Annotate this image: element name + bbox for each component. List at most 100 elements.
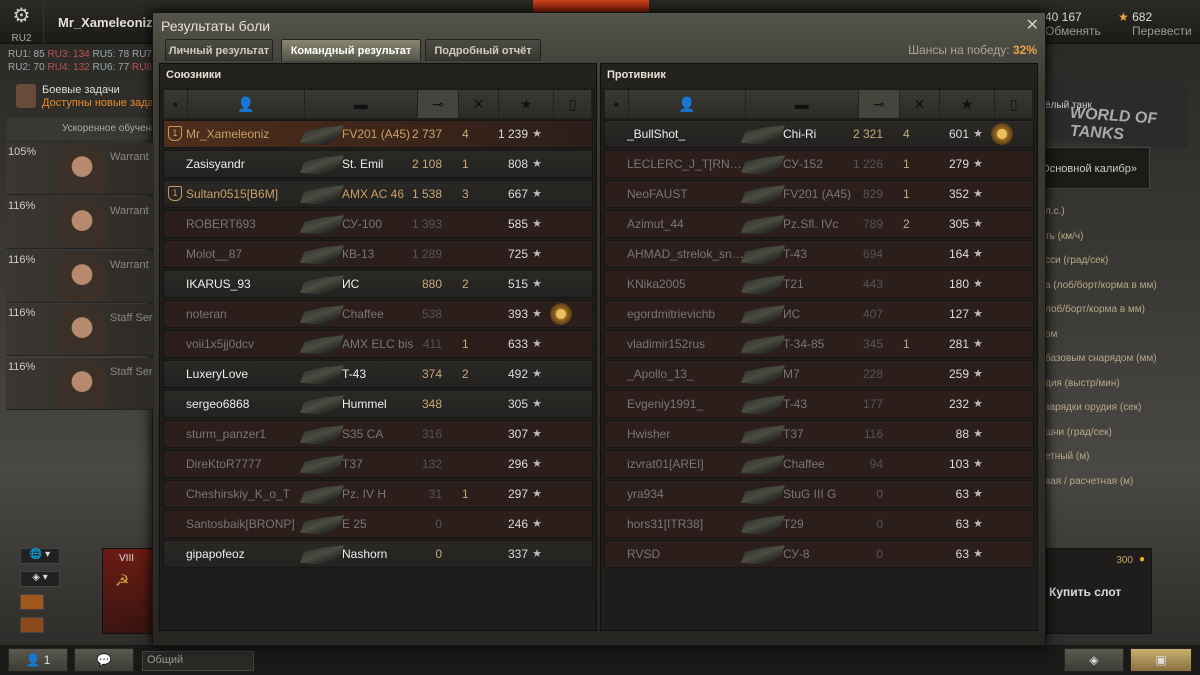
crew-member[interactable]: 116% Staff Ser [6,304,154,356]
medal-column[interactable]: ▯ [995,90,1034,118]
gold-balance[interactable]: 40 167 Обменять [1045,10,1101,38]
crew-member[interactable]: 116% Warrant [6,197,154,249]
tab-personal[interactable]: Личный результат [165,39,273,61]
player-row[interactable]: LuxeryLove T-43 374 2 492 ★ [163,360,593,388]
player-row[interactable]: AHMAD_strelok_snaj.. T-43 694 164 ★ [604,240,1034,268]
contacts-button[interactable]: 👤 1 [8,648,68,672]
player-row[interactable]: KNika2005 T21 443 180 ★ [604,270,1034,298]
missions-button[interactable]: Боевые задачи Доступны новые задачи [14,82,165,112]
tank-name: Chaffee [342,307,384,321]
player-row[interactable]: RVSD СУ-8 0 63 ★ [604,540,1034,568]
xp-icon: ★ [519,96,533,112]
player-row[interactable]: voii1x5jj0dcv AMX ELC bis 411 1 633 ★ [163,330,593,358]
star-icon: ★ [532,188,542,200]
tank-stat-label: л.с.) [1045,206,1065,217]
player-row[interactable]: Azimut_44 Pz.Sfl. IVc 789 2 305 ★ [604,210,1034,238]
xp-value: 633 [507,337,528,351]
tank-column[interactable]: ▬ [746,90,859,118]
tank-icon [741,215,785,235]
battle-button[interactable] [533,0,649,12]
xp-column[interactable]: ★ [940,90,996,118]
tab-team[interactable]: Командный результат [281,39,421,61]
player-row[interactable]: noteran Chaffee 538 393 ★ [163,300,593,328]
accelerated-training[interactable]: Ускоренное обучение [6,118,152,140]
star-icon: ★ [532,158,542,170]
rank-icon: ▪ [613,96,619,112]
player-name: AHMAD_strelok_snaj.. [627,247,747,261]
tank-column[interactable]: ▬ [305,90,418,118]
user-icon: 👤 [25,653,41,667]
close-icon[interactable]: ✕ [1025,17,1039,34]
rank-column[interactable]: ▪ [164,90,188,118]
xp-column[interactable]: ★ [499,90,555,118]
tab-detailed[interactable]: Подробный отчёт [425,39,541,61]
tank-stat-label: лоб/борт/корма в мм) [1045,304,1145,315]
player-column[interactable]: 👤 [629,90,746,118]
tank-icon [741,245,785,265]
settings-button[interactable]: ⚙ RU2 [0,0,44,44]
star-icon: ★ [532,428,542,440]
player-row[interactable]: DireKtoR7777 T37 132 296 ★ [163,450,593,478]
medal-column[interactable]: ▯ [554,90,593,118]
player-name: LECLERC_J_T[RNS86] [627,157,747,171]
player-row[interactable]: sergeo6868 Hummel 348 305 ★ [163,390,593,418]
player-row[interactable]: gipapofeoz Nashorn 0 337 ★ [163,540,593,568]
frags-value: 1 [903,157,910,171]
player-row[interactable]: hors31[ITR38] T29 0 63 ★ [604,510,1034,538]
player-row[interactable]: _BullShot_ Chi-Ri 2 321 4 601 ★ [604,120,1034,148]
frags-column[interactable]: ✕ [459,90,499,118]
player-row[interactable]: sturm_panzer1 S35 CA 316 307 ★ [163,420,593,448]
player-row[interactable]: Santosbaik[BRONP] E 25 0 246 ★ [163,510,593,538]
player-row[interactable]: Evgeniy1991_ T-43 177 232 ★ [604,390,1034,418]
tank-icon [300,425,344,445]
player-row[interactable]: vladimir152rus T-34-85 345 1 281 ★ [604,330,1034,358]
wot-logo: WORLD OF TANKS [1048,75,1188,149]
premium-filter[interactable] [20,594,44,610]
rank-column[interactable]: ▪ [605,90,629,118]
notifications-button[interactable]: ▣ [1130,648,1192,672]
player-column[interactable]: 👤 [188,90,305,118]
crew-member[interactable]: 116% Staff Ser [6,358,154,410]
buy-slot-card[interactable]: 300 ● Купить слот [1046,548,1152,634]
medal-icon[interactable] [991,123,1013,145]
elite-filter[interactable] [20,617,44,633]
player-row[interactable]: 1 Mr_Xameleoniz FV201 (A45) 2 737 4 1 239 ★ [163,120,593,148]
player-row[interactable]: izvrat01[AREI] Chaffee 94 103 ★ [604,450,1034,478]
damage-value: 374 [421,367,442,381]
damage-value: 789 [862,217,883,231]
player-name[interactable]: Mr_Xameleoniz [58,15,153,30]
damage-value: 0 [435,517,442,531]
frags-value: 1 [462,337,469,351]
clan-button[interactable]: ◈ [1064,648,1124,672]
free-xp-balance[interactable]: ★ 682 Перевести [1118,10,1192,38]
medal-icon[interactable] [550,303,572,325]
player-row[interactable]: Zasisyandr St. Emil 2 108 1 808 ★ [163,150,593,178]
player-row[interactable]: LECLERC_J_T[RNS86] СУ-152 1 226 1 279 ★ [604,150,1034,178]
player-row[interactable]: Cheshirskiy_K_o_T Pz. IV H 31 1 297 ★ [163,480,593,508]
server-label: RU2 [11,33,32,44]
crew-member[interactable]: 105% Warrant [6,143,154,195]
chat-channel[interactable]: Общий [142,651,254,671]
tank-card[interactable]: VIII ☭ [102,548,154,634]
damage-value: 1 289 [411,247,442,261]
player-row[interactable]: NeoFAUST FV201 (A45) 829 1 352 ★ [604,180,1034,208]
player-row[interactable]: egordmitrievichb ИС 407 127 ★ [604,300,1034,328]
player-row[interactable]: Hwisher T37 116 88 ★ [604,420,1034,448]
win-chance: Шансы на победу: 32% [908,43,1037,57]
damage-column[interactable]: ⊸ [858,90,901,118]
player-row[interactable]: _Apollo_13_ M7 228 259 ★ [604,360,1034,388]
player-row[interactable]: IKARUS_93 ИС 880 2 515 ★ [163,270,593,298]
frags-column[interactable]: ✕ [900,90,940,118]
damage-column[interactable]: ⊸ [417,90,460,118]
player-row[interactable]: Molot__87 КВ-13 1 289 725 ★ [163,240,593,268]
type-filter[interactable]: ◈ ▾ [20,571,60,587]
frags-value: 2 [903,217,910,231]
frags-value: 1 [462,487,469,501]
crew-member[interactable]: 116% Warrant [6,251,154,303]
nation-filter[interactable]: 🌐 ▾ [20,548,60,564]
star-icon: ★ [973,308,983,320]
chat-button[interactable]: 💬 [74,648,134,672]
player-row[interactable]: 1 Sultan0515[B6M] AMX AC 46 1 538 3 667 ★ [163,180,593,208]
player-row[interactable]: ROBERT693 СУ-100 1 393 585 ★ [163,210,593,238]
player-row[interactable]: yra934 StuG III G 0 63 ★ [604,480,1034,508]
